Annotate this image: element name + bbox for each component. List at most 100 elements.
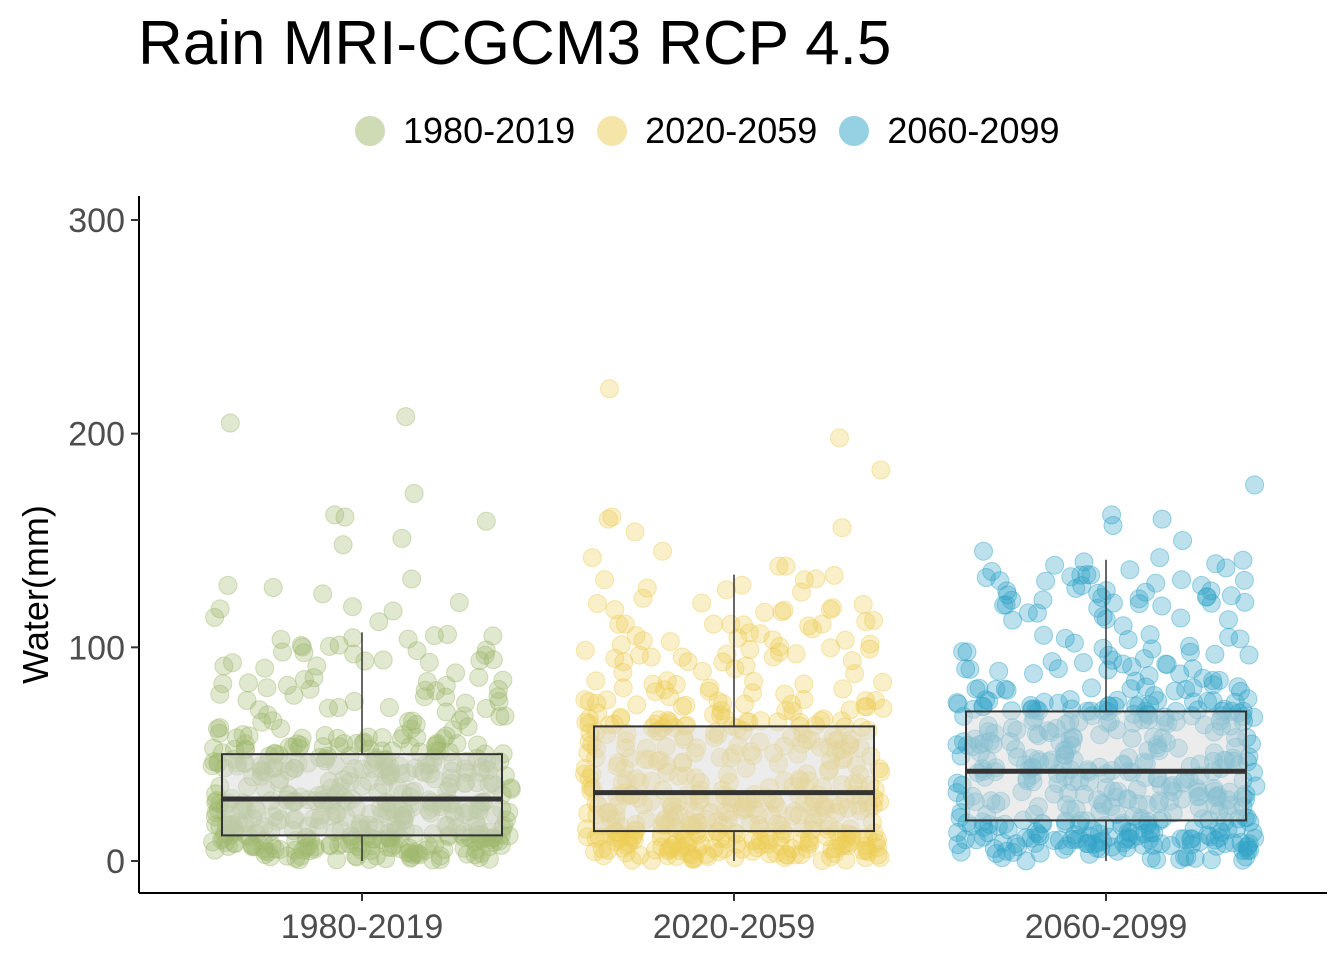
data-point (948, 694, 968, 714)
data-point (704, 614, 723, 634)
data-point (743, 841, 763, 861)
data-point (233, 725, 253, 745)
data-point (1142, 639, 1162, 659)
data-point (1139, 666, 1159, 686)
data-point (1228, 677, 1248, 697)
data-point (812, 614, 832, 634)
data-point (1072, 576, 1092, 596)
data-point (792, 582, 811, 602)
data-point (659, 839, 679, 859)
data-point (406, 843, 426, 862)
data-point (1027, 603, 1047, 623)
data-point (1080, 826, 1100, 846)
data-point (344, 692, 364, 711)
data-point (1147, 850, 1167, 870)
data-point (1108, 841, 1127, 861)
data-point (595, 570, 614, 590)
data-point (777, 845, 797, 865)
data-point (1150, 548, 1170, 568)
data-point (820, 599, 840, 619)
data-point (716, 580, 736, 600)
data-point (434, 729, 454, 749)
data-point (1144, 823, 1164, 843)
data-point (1034, 625, 1054, 645)
data-point (699, 681, 719, 701)
data-point (728, 628, 748, 648)
box (593, 725, 875, 833)
data-point (1244, 762, 1263, 782)
data-point (320, 636, 339, 656)
data-point (456, 693, 475, 713)
data-point (841, 832, 861, 852)
data-point (1113, 833, 1133, 853)
data-point (704, 705, 724, 724)
data-point (666, 675, 686, 694)
data-point (1240, 840, 1260, 860)
data-point (205, 840, 225, 860)
data-point (1089, 824, 1109, 844)
data-point (1054, 839, 1074, 859)
data-point (1177, 847, 1197, 867)
data-point (629, 645, 649, 665)
data-point (287, 734, 307, 754)
data-point (1034, 692, 1054, 712)
legend-swatch-2060-2099 (839, 116, 870, 146)
data-point (335, 507, 355, 527)
data-point (860, 639, 880, 659)
data-point (299, 836, 319, 856)
data-point (1122, 657, 1142, 677)
data-point (1002, 590, 1022, 610)
data-point (1091, 839, 1110, 859)
data-point (258, 705, 278, 725)
data-point (1209, 828, 1229, 848)
data-point (1239, 834, 1259, 854)
data-point (732, 839, 752, 859)
data-point (255, 845, 275, 864)
data-point (1238, 689, 1258, 709)
data-point (1066, 830, 1086, 849)
data-point (214, 656, 234, 676)
data-point (769, 556, 789, 576)
data-point (871, 460, 891, 480)
data-point (466, 840, 486, 859)
data-point (1231, 833, 1251, 852)
data-point (957, 642, 977, 662)
data-point (1103, 650, 1123, 670)
data-point (743, 683, 763, 703)
data-point (948, 822, 968, 842)
data-point (258, 842, 278, 862)
data-point (1077, 834, 1097, 853)
data-point (653, 541, 673, 561)
data-point (1117, 838, 1137, 858)
data-point (334, 734, 354, 753)
data-point (427, 733, 447, 753)
data-point (830, 428, 849, 448)
data-point (450, 710, 470, 730)
data-point (982, 562, 1002, 581)
data-point (989, 661, 1009, 681)
data-point (575, 640, 595, 660)
data-point (260, 847, 280, 867)
data-point (1143, 835, 1163, 855)
data-point (960, 659, 980, 679)
data-point (291, 846, 311, 866)
data-point (205, 607, 225, 627)
data-point (1180, 642, 1200, 662)
data-point (1129, 589, 1149, 609)
data-point (1197, 587, 1217, 607)
data-point (424, 626, 444, 646)
data-point (1170, 850, 1190, 869)
data-point (1016, 828, 1036, 848)
data-point (1140, 625, 1160, 645)
data-point (419, 652, 439, 672)
data-point (794, 690, 814, 709)
legend-item: 2060-2099 (839, 110, 1060, 152)
data-point (476, 699, 496, 718)
data-point (256, 841, 275, 861)
x-tick-label: 2020-2059 (653, 908, 816, 946)
data-point (406, 715, 426, 734)
data-point (587, 594, 607, 613)
data-point (1048, 659, 1068, 679)
data-point (1018, 603, 1038, 623)
